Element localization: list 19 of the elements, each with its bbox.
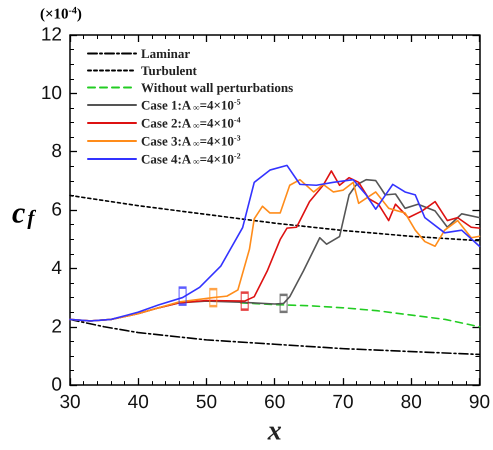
x-axis-title: x bbox=[266, 416, 282, 446]
x-tick-label: 30 bbox=[59, 392, 81, 414]
x-tick-label: 40 bbox=[128, 392, 149, 414]
y-tick-label: 6 bbox=[51, 200, 62, 221]
legend-label: Laminar bbox=[141, 46, 190, 61]
y-tick-label: 8 bbox=[51, 141, 62, 162]
x-tick-label: 70 bbox=[332, 392, 354, 414]
x-tick-label: 90 bbox=[468, 392, 490, 414]
y-tick-label: 4 bbox=[51, 258, 62, 279]
y-tick-label: 2 bbox=[51, 316, 62, 338]
y-tick-label: 10 bbox=[40, 82, 62, 104]
x-tick-label: 60 bbox=[264, 392, 286, 414]
y-tick-label: 0 bbox=[51, 374, 62, 396]
legend-label: Without wall perturbations bbox=[141, 80, 294, 95]
y-tick-label: 12 bbox=[40, 24, 62, 46]
y-axis-title: cf bbox=[12, 196, 36, 230]
x-tick-label: 50 bbox=[196, 392, 218, 414]
legend-label: Turbulent bbox=[141, 63, 198, 78]
x-tick-label: 80 bbox=[400, 392, 422, 414]
